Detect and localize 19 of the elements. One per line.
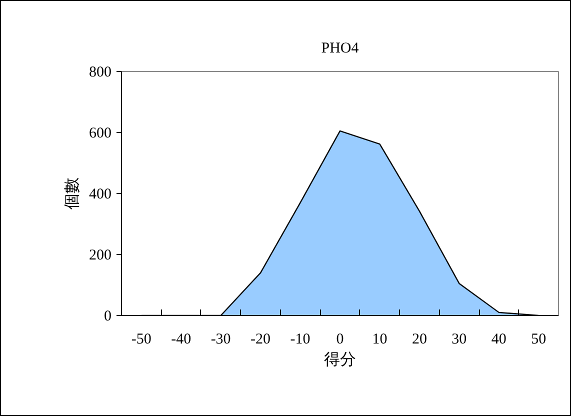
x-tick-label: 40 bbox=[491, 332, 506, 348]
y-axis-title: 個數 bbox=[64, 178, 81, 210]
x-tick-label: -10 bbox=[290, 332, 310, 348]
y-tick-label: 800 bbox=[89, 64, 112, 80]
y-tick-label: 0 bbox=[104, 308, 112, 324]
x-tick-label: 30 bbox=[452, 332, 467, 348]
y-tick-label: 400 bbox=[89, 186, 112, 202]
chart-title: PHO4 bbox=[321, 40, 360, 56]
x-tick-label: -20 bbox=[250, 332, 271, 348]
y-tick-label: 600 bbox=[89, 126, 112, 142]
x-tick-label: 20 bbox=[412, 332, 427, 348]
x-tick-label: 50 bbox=[531, 332, 546, 348]
x-axis-title: 得分 bbox=[324, 352, 356, 368]
x-tick-label: -40 bbox=[171, 332, 192, 348]
x-tick-label: 0 bbox=[336, 332, 344, 348]
y-tick-label: 200 bbox=[89, 248, 112, 264]
x-tick-label: -50 bbox=[131, 332, 152, 348]
x-tick-label: -30 bbox=[210, 332, 231, 348]
x-tick-label: 10 bbox=[372, 332, 388, 348]
